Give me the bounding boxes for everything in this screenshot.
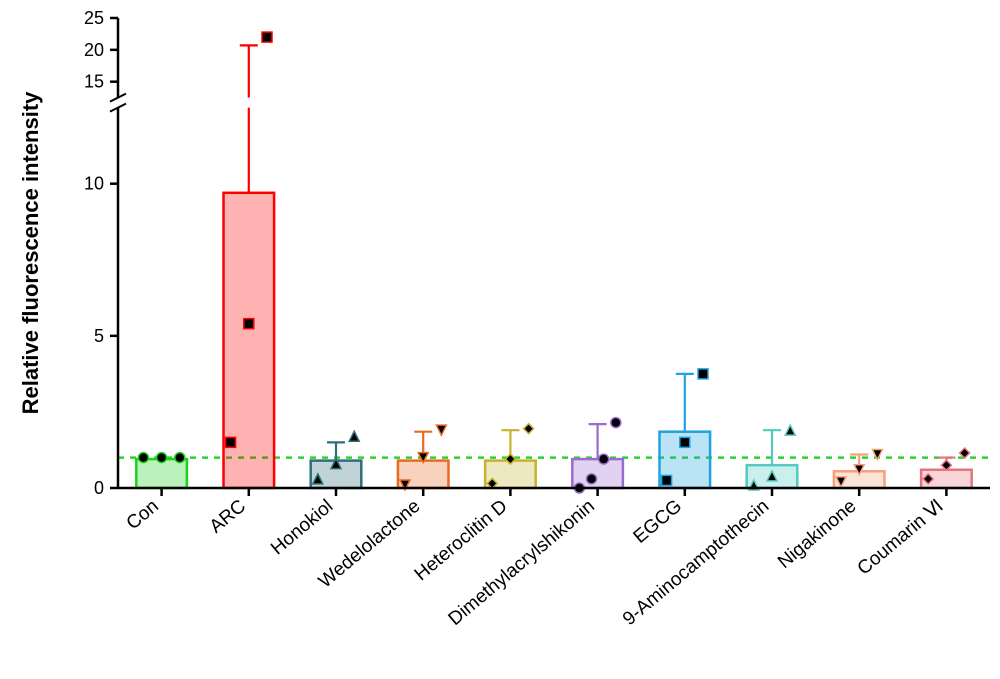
y-tick-label: 20: [84, 40, 104, 60]
bar: [136, 459, 187, 488]
y-tick-label: 25: [84, 8, 104, 28]
data-point: [175, 453, 185, 463]
data-point: [138, 453, 148, 463]
data-point: [226, 437, 236, 447]
y-tick-label: 10: [84, 174, 104, 194]
data-point: [244, 319, 254, 329]
y-tick-label: 0: [94, 478, 104, 498]
data-point: [611, 418, 621, 428]
data-point: [157, 453, 167, 463]
data-point: [599, 454, 609, 464]
data-point: [662, 475, 672, 485]
data-point: [680, 437, 690, 447]
y-tick-label: 5: [94, 326, 104, 346]
y-axis-title: Relative fluorescence intensity: [18, 91, 43, 415]
data-point: [698, 369, 708, 379]
y-tick-label: 15: [84, 72, 104, 92]
bar-chart: 0 5 10 15 20 25 Relative fluorescence intensit…: [0, 0, 1000, 679]
data-point: [587, 474, 597, 484]
data-point: [262, 32, 272, 42]
